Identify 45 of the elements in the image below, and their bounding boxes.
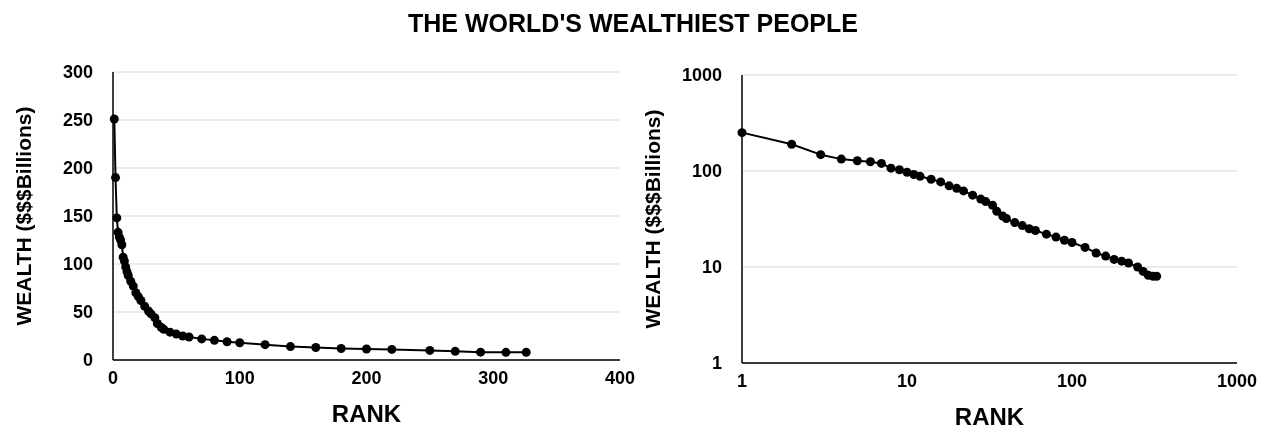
point (112, 213, 122, 223)
x-axis-title: RANK (331, 400, 402, 427)
x-tick-label: 1 (736, 371, 748, 391)
point (450, 346, 460, 356)
y-tick-label: 1 (711, 353, 722, 374)
x-tick-label: 10 (896, 371, 918, 391)
point (109, 114, 119, 124)
y-tick-label: 10 (701, 257, 722, 278)
y-tick-label: 1000 (681, 65, 722, 86)
x-tick-label: 100 (1056, 371, 1088, 391)
y-tick-label: 100 (62, 254, 93, 275)
point (111, 173, 121, 183)
x-tick-label: 100 (224, 368, 255, 388)
point (197, 334, 207, 344)
point (260, 340, 270, 350)
chart-title: THE WORLD'S WEALTHIEST PEOPLE (408, 9, 858, 37)
point (222, 337, 232, 347)
point (336, 343, 346, 353)
point (285, 342, 295, 352)
x-tick-label: 300 (478, 368, 509, 388)
y-tick-label: 150 (62, 206, 93, 227)
point (117, 240, 127, 250)
point (311, 343, 321, 353)
x-axis-title: RANK (954, 403, 1025, 430)
x-tick-label: 400 (604, 368, 636, 388)
y-tick-label: 0 (82, 350, 93, 371)
point (362, 344, 371, 354)
y-axis-title: WEALTH ($$$Billions) (12, 106, 35, 326)
y-tick-label: 100 (691, 161, 722, 182)
point (425, 345, 435, 355)
point (209, 335, 219, 345)
point (476, 347, 486, 357)
x-tick-label: 200 (351, 368, 382, 388)
x-tick-label: 0 (107, 368, 119, 388)
x-tick-label: 1000 (1216, 371, 1258, 391)
point (501, 347, 511, 357)
y-tick-label: 300 (62, 62, 93, 83)
y-tick-label: 200 (62, 158, 93, 179)
point (235, 338, 245, 348)
point (521, 347, 531, 357)
point (184, 332, 194, 342)
y-tick-label: 50 (72, 302, 93, 323)
y-tick-label: 250 (62, 110, 93, 131)
y-axis-title: WEALTH ($$$Billions) (641, 109, 664, 329)
point (387, 344, 397, 354)
